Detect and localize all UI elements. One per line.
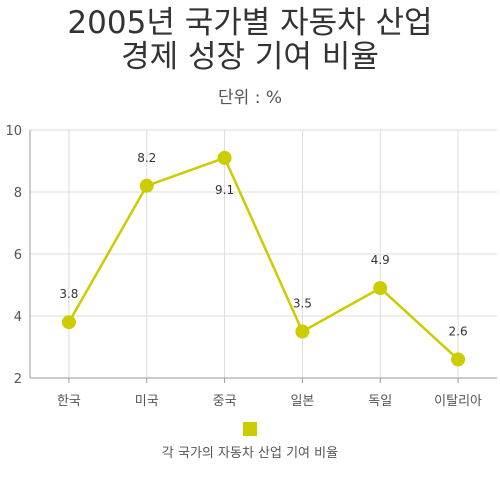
data-label: 2.6 xyxy=(449,324,468,338)
chart-subtitle: 단위 : % xyxy=(218,88,282,108)
x-tick-label: 중국 xyxy=(213,394,237,409)
y-tick-label: 2 xyxy=(14,372,22,387)
data-point xyxy=(451,352,466,367)
data-point xyxy=(295,324,310,339)
y-tick-label: 10 xyxy=(5,124,22,139)
data-label: 3.8 xyxy=(59,287,78,301)
chart-title: 2005년 국가별 자동차 산업 경제 성장 기여 비율 xyxy=(0,6,500,74)
x-tick-label: 독일 xyxy=(368,394,392,409)
x-tick-label: 한국 xyxy=(57,394,81,409)
legend[interactable]: 각 국가의 자동차 산업 기여 비율 xyxy=(0,422,500,461)
data-point xyxy=(217,150,232,165)
y-tick-label: 6 xyxy=(14,248,22,263)
data-label: 9.1 xyxy=(215,183,234,197)
data-point xyxy=(61,315,76,330)
x-tick-label: 일본 xyxy=(290,394,314,409)
data-label: 8.2 xyxy=(137,151,156,165)
legend-swatch xyxy=(243,422,257,436)
x-tick-label: 이탈리아 xyxy=(434,394,482,409)
data-label: 4.9 xyxy=(371,253,390,267)
legend-label: 각 국가의 자동차 산업 기여 비율 xyxy=(161,446,339,461)
data-point xyxy=(139,178,154,193)
chart-title-line-1: 2005년 국가별 자동차 산업 xyxy=(67,5,433,41)
y-tick-label: 8 xyxy=(14,186,22,201)
series-line xyxy=(67,156,459,361)
x-tick-label: 미국 xyxy=(135,394,159,409)
y-tick-label: 4 xyxy=(14,310,22,325)
data-point xyxy=(373,281,388,296)
data-label: 3.5 xyxy=(293,297,312,311)
chart-title-line-2: 경제 성장 기여 비율 xyxy=(121,39,379,75)
